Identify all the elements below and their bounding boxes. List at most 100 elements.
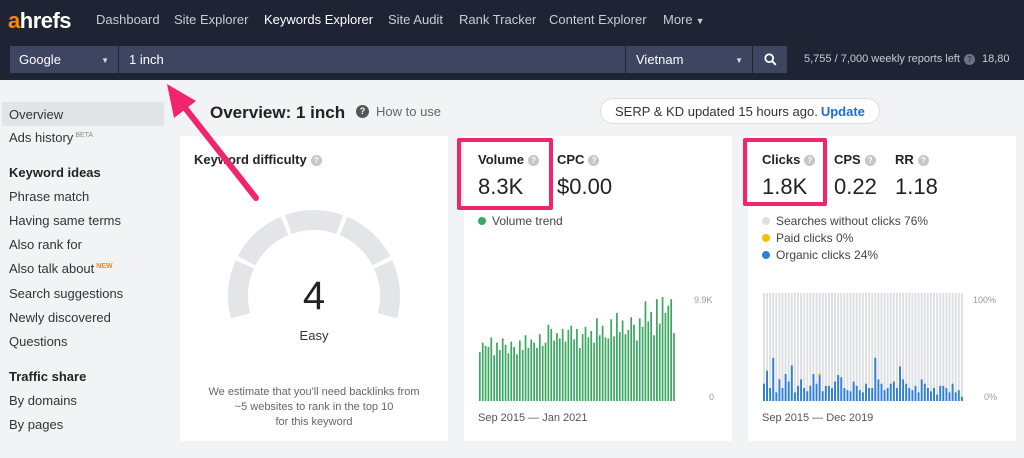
organic-click-bar <box>827 385 830 401</box>
sidebar-item-ads-history[interactable]: Ads history BETA <box>9 130 93 145</box>
sidebar-item-questions[interactable]: Questions <box>9 334 68 349</box>
sidebar-item-by-pages[interactable]: By pages <box>9 417 64 432</box>
no-click-bar <box>809 293 812 401</box>
organic-click-bar <box>809 385 812 401</box>
help-icon[interactable]: ? <box>917 155 929 166</box>
volume-bar <box>616 312 618 401</box>
country-select[interactable]: Vietnam ▼ <box>626 46 752 73</box>
organic-click-bar <box>886 388 889 401</box>
sidebar-item-phrase-match[interactable]: Phrase match <box>9 189 90 204</box>
organic-click-bar <box>793 392 796 401</box>
search-button[interactable] <box>753 46 787 73</box>
volume-trend-chart <box>479 297 675 401</box>
volume-bar <box>558 338 561 401</box>
no-click-bar <box>855 293 858 401</box>
volume-bar <box>479 352 481 401</box>
country-value: Vietnam <box>636 52 684 67</box>
no-click-bar <box>812 293 815 401</box>
volume-bar <box>576 328 578 401</box>
green-dot-icon <box>478 217 486 225</box>
ahrefs-logo[interactable]: ahrefs <box>8 8 72 33</box>
help-icon[interactable]: ? <box>528 155 539 166</box>
volume-bar <box>647 321 650 401</box>
volume-bar <box>521 350 524 401</box>
keyword-input[interactable]: 1 inch <box>119 46 625 73</box>
no-click-bar <box>939 293 942 401</box>
no-click-bar <box>880 293 883 401</box>
volume-bar <box>553 340 555 401</box>
volume-bar <box>516 354 518 401</box>
help-icon[interactable]: ? <box>310 155 322 166</box>
no-click-bar <box>790 293 793 401</box>
nav-rank-tracker[interactable]: Rank Tracker <box>459 12 537 27</box>
nav-site-audit[interactable]: Site Audit <box>388 12 443 27</box>
reports-extra-text: 18,80 <box>982 53 1010 65</box>
organic-click-bar <box>769 388 772 401</box>
organic-click-bar <box>951 383 954 401</box>
sidebar-item-overview[interactable]: Overview <box>2 102 164 126</box>
no-click-bar <box>766 293 769 401</box>
help-icon[interactable]: ? <box>588 155 600 166</box>
organic-click-bar <box>846 390 849 401</box>
no-click-bar <box>883 293 886 401</box>
nav-more-label: More <box>663 12 693 27</box>
search-engine-value: Google <box>19 52 61 67</box>
help-icon[interactable]: ? <box>804 155 816 166</box>
help-icon[interactable]: ? <box>963 53 975 65</box>
sidebar-item-same-terms[interactable]: Having same terms <box>9 213 121 228</box>
volume-bar <box>524 335 527 401</box>
gauge-segment <box>374 260 400 319</box>
how-to-use-link[interactable]: ? How to use <box>356 104 441 119</box>
serp-status-text: SERP & KD updated 15 hours ago. <box>615 104 818 119</box>
no-click-bar <box>942 293 945 401</box>
no-click-bar <box>923 293 926 401</box>
no-click-bar <box>914 293 917 401</box>
no-click-bar <box>874 293 877 401</box>
no-click-bar <box>948 293 951 401</box>
sidebar-item-search-suggestions[interactable]: Search suggestions <box>9 286 124 301</box>
no-click-bar <box>926 293 929 401</box>
volume-bar <box>501 338 504 401</box>
volume-trend-label: Volume trend <box>492 214 563 228</box>
volume-bar <box>627 329 630 401</box>
no-click-bar <box>824 293 827 401</box>
organic-click-bar <box>899 366 901 401</box>
clicks-axis-bottom: 0% <box>984 392 998 402</box>
no-click-bar <box>849 293 852 401</box>
volume-bar <box>581 334 584 401</box>
volume-bar <box>598 335 601 401</box>
volume-bar <box>538 334 541 401</box>
organic-click-bar <box>877 379 880 401</box>
volume-label-text: Volume <box>478 152 524 167</box>
nav-keywords-explorer[interactable]: Keywords Explorer <box>264 12 374 27</box>
nav-site-explorer[interactable]: Site Explorer <box>174 12 249 27</box>
search-bar: Google ▼ 1 inch Vietnam ▼ 5,755 / 7,000 … <box>0 40 1024 80</box>
nav-dashboard[interactable]: Dashboard <box>96 12 160 27</box>
no-click-bar <box>834 293 837 401</box>
no-click-bar <box>800 293 803 401</box>
update-link[interactable]: Update <box>820 104 865 119</box>
organic-click-bar <box>865 383 867 401</box>
volume-bar <box>490 337 493 401</box>
volume-bar <box>670 299 672 401</box>
clicks-chart <box>763 293 963 401</box>
cps-label: CPS? <box>834 152 876 167</box>
nav-content-explorer[interactable]: Content Explorer <box>549 12 647 27</box>
no-click-bar <box>818 293 821 401</box>
volume-bar <box>607 338 610 401</box>
sidebar-item-also-talk[interactable]: Also talk about NEW <box>9 261 113 276</box>
volume-bar <box>590 331 593 401</box>
help-icon[interactable]: ? <box>864 155 876 166</box>
no-click-bar <box>960 293 963 401</box>
no-click-bar <box>908 293 911 401</box>
help-icon: ? <box>356 105 369 118</box>
no-click-bar <box>902 293 905 401</box>
sidebar-item-by-domains[interactable]: By domains <box>9 393 77 408</box>
no-click-bar <box>806 293 809 401</box>
sidebar-item-also-rank[interactable]: Also rank for <box>9 237 82 252</box>
nav-more[interactable]: More ▼ <box>663 12 705 27</box>
search-engine-select[interactable]: Google ▼ <box>10 46 118 73</box>
organic-click-bar <box>837 375 840 401</box>
organic-click-bar <box>936 394 939 401</box>
sidebar-item-newly-discovered[interactable]: Newly discovered <box>9 310 111 325</box>
